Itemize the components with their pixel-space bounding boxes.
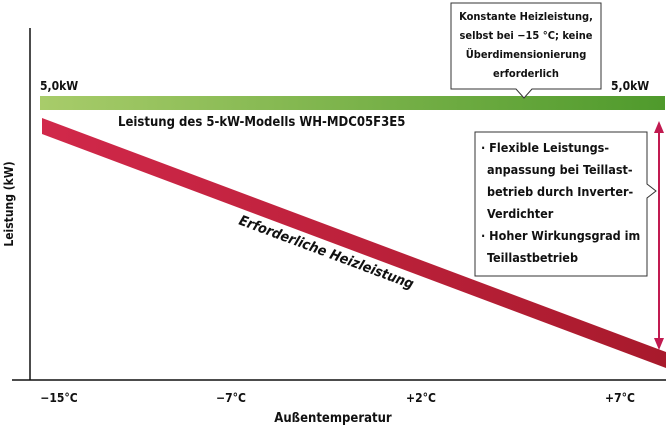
callout-top	[450, 2, 602, 99]
callout-right-line: betrieb durch Inverter-	[487, 184, 633, 199]
x-tick-label: −15°C	[40, 391, 77, 405]
series-end-label: 5,0kW	[611, 79, 649, 93]
callout-top-line: Konstante Heizleistung,	[459, 10, 593, 23]
x-tick-label: +7°C	[605, 391, 635, 405]
series-constant-bar	[40, 96, 665, 110]
x-axis-label: Außentemperatur	[274, 411, 392, 426]
callout-right-line: Teillastbetrieb	[487, 250, 578, 265]
series-declining-band	[42, 118, 666, 368]
callout-right	[474, 131, 657, 277]
callout-right-line: Verdichter	[487, 206, 554, 221]
y-axis-label: Leistung (kW)	[2, 161, 16, 246]
callout-right-line: · Flexible Leistungs-	[481, 140, 609, 155]
range-double-arrow	[654, 121, 664, 350]
callout-right-line: anpassung bei Teillast-	[487, 162, 633, 177]
callout-right-line: · Hoher Wirkungsgrad im	[481, 228, 640, 243]
series-constant-name: Leistung des 5-kW-Modells WH-MDC05F3E5	[118, 115, 405, 130]
series-start-label: 5,0kW	[40, 79, 78, 93]
callout-top-line: Überdimensionierung	[466, 47, 587, 61]
x-tick-label: +2°C	[406, 391, 436, 405]
callout-top-line: selbst bei −15 °C; keine	[459, 29, 592, 42]
x-tick-label: −7°C	[216, 391, 246, 405]
callout-top-line: erforderlich	[493, 67, 559, 80]
